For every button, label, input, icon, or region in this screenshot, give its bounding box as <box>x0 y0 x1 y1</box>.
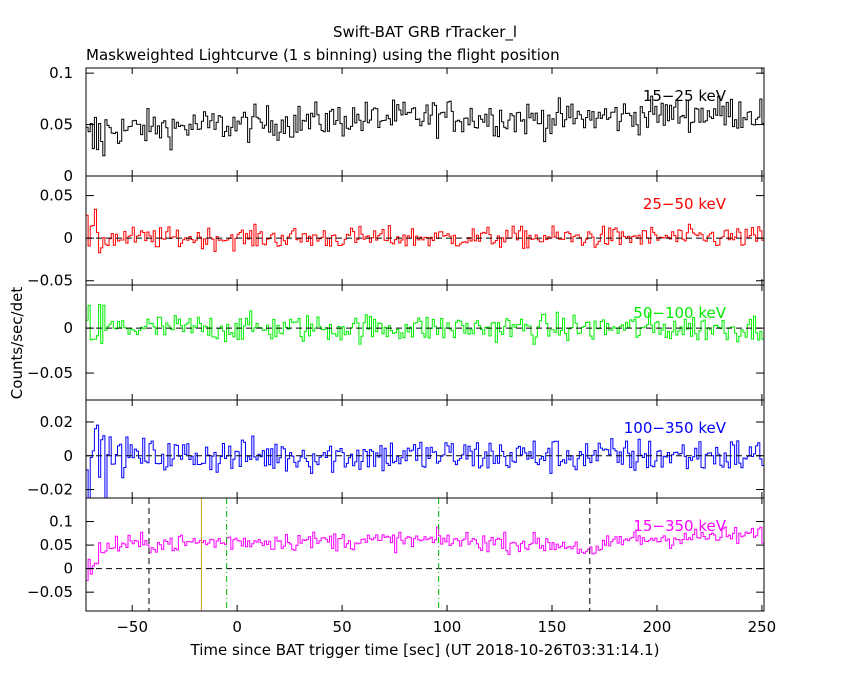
x-axis-label: Time since BAT trigger time [sec] (UT 20… <box>190 641 660 659</box>
y-tick-label: 0.1 <box>49 64 73 82</box>
x-tick-label: −50 <box>116 618 148 636</box>
y-tick-label: −0.02 <box>27 481 73 499</box>
band-label: 15−25 keV <box>643 87 727 105</box>
x-tick-label: 150 <box>538 618 567 636</box>
y-tick-label: −0.05 <box>27 364 73 382</box>
lightcurve-series-3 <box>86 424 764 499</box>
band-label: 50−100 keV <box>633 304 726 322</box>
y-tick-label: −0.05 <box>27 272 73 290</box>
x-tick-label: 100 <box>433 618 462 636</box>
chart-title: Swift-BAT GRB rTracker_l <box>333 23 517 42</box>
band-label: 100−350 keV <box>624 419 727 437</box>
panels-group: 0 0.05 0.1 15−25 keV −0.05 0 0.05 25−50 keV −0.0… <box>27 64 776 636</box>
panel-frame <box>85 284 765 401</box>
x-tick-label: 0 <box>232 618 242 636</box>
y-tick-label: 0 <box>63 167 73 185</box>
x-tick-label: 50 <box>333 618 352 636</box>
y-tick-label: 0.1 <box>49 513 73 531</box>
y-tick-label: −0.05 <box>27 583 73 601</box>
band-label: 15−350 keV <box>633 517 726 535</box>
lightcurve-series-1 <box>86 208 764 254</box>
y-tick-label: 0.02 <box>40 413 73 431</box>
y-tick-label: 0 <box>63 560 73 578</box>
chart-subtitle: Maskweighted Lightcurve (1 s binning) us… <box>86 46 560 64</box>
y-tick-label: 0.05 <box>40 187 73 205</box>
panel-frame <box>85 175 765 286</box>
panel-frame <box>85 67 765 177</box>
band-label: 25−50 keV <box>643 195 727 213</box>
lightcurve-series-2 <box>86 304 764 345</box>
y-axis-label: Counts/sec/det <box>8 287 26 400</box>
y-tick-label: 0 <box>63 319 73 337</box>
y-tick-label: 0 <box>63 229 73 247</box>
y-tick-label: 0 <box>63 447 73 465</box>
x-tick-label: 200 <box>643 618 672 636</box>
lightcurve-series-0 <box>86 95 764 157</box>
y-tick-label: 0.05 <box>40 536 73 554</box>
panel-frame <box>85 497 765 612</box>
lightcurve-series-4 <box>86 526 764 581</box>
panel-frame <box>85 399 765 499</box>
y-tick-label: 0.05 <box>40 116 73 134</box>
x-tick-label: 250 <box>748 618 777 636</box>
